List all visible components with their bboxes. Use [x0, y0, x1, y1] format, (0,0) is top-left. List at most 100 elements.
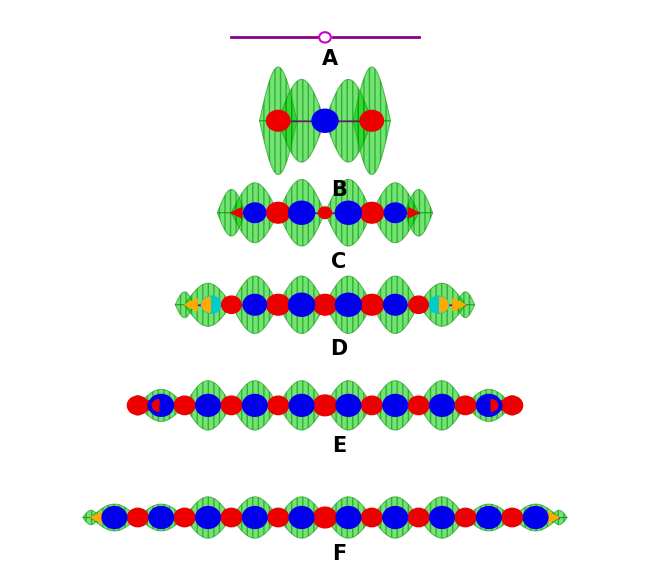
Polygon shape — [353, 121, 391, 175]
Polygon shape — [325, 213, 372, 246]
Polygon shape — [217, 213, 246, 236]
Polygon shape — [456, 292, 474, 305]
Polygon shape — [278, 213, 325, 246]
Circle shape — [430, 507, 454, 528]
Polygon shape — [465, 389, 512, 405]
Polygon shape — [176, 305, 194, 317]
Polygon shape — [231, 381, 278, 405]
Polygon shape — [138, 400, 148, 411]
Circle shape — [455, 396, 476, 415]
Circle shape — [242, 394, 267, 416]
Polygon shape — [372, 276, 419, 305]
Circle shape — [360, 202, 384, 223]
Polygon shape — [231, 213, 278, 243]
Polygon shape — [465, 504, 512, 518]
Circle shape — [383, 394, 408, 416]
Polygon shape — [83, 518, 99, 525]
Polygon shape — [278, 497, 325, 518]
Polygon shape — [83, 510, 99, 518]
Text: B: B — [331, 181, 347, 200]
Polygon shape — [512, 518, 559, 531]
Circle shape — [149, 507, 174, 528]
Circle shape — [480, 510, 497, 525]
Polygon shape — [138, 405, 185, 421]
Polygon shape — [138, 518, 185, 531]
Polygon shape — [512, 504, 559, 518]
Circle shape — [336, 507, 361, 528]
Circle shape — [289, 201, 315, 224]
Circle shape — [384, 203, 406, 223]
Circle shape — [523, 507, 548, 528]
Polygon shape — [278, 305, 325, 333]
Polygon shape — [372, 305, 419, 333]
Circle shape — [335, 293, 361, 316]
Circle shape — [336, 394, 361, 416]
Polygon shape — [325, 121, 372, 162]
Circle shape — [360, 110, 384, 131]
Text: E: E — [332, 436, 346, 456]
Circle shape — [127, 396, 148, 415]
Circle shape — [266, 110, 290, 131]
Polygon shape — [278, 405, 325, 430]
Polygon shape — [185, 518, 231, 538]
Polygon shape — [91, 518, 138, 531]
Polygon shape — [465, 518, 512, 531]
Polygon shape — [465, 405, 512, 421]
Polygon shape — [372, 114, 380, 128]
Circle shape — [502, 396, 523, 415]
Circle shape — [383, 507, 408, 528]
Circle shape — [312, 109, 338, 132]
Circle shape — [268, 508, 289, 527]
Circle shape — [102, 507, 127, 528]
Polygon shape — [231, 208, 242, 218]
Circle shape — [289, 293, 315, 316]
Polygon shape — [278, 276, 325, 305]
Polygon shape — [259, 67, 297, 121]
Polygon shape — [439, 297, 448, 312]
Circle shape — [174, 508, 195, 527]
Circle shape — [335, 201, 361, 224]
Polygon shape — [491, 400, 498, 411]
Circle shape — [221, 396, 242, 415]
Polygon shape — [231, 518, 278, 538]
Polygon shape — [536, 510, 544, 525]
Polygon shape — [372, 405, 419, 430]
Polygon shape — [185, 283, 231, 305]
Polygon shape — [503, 405, 521, 415]
Circle shape — [318, 207, 332, 218]
Polygon shape — [106, 510, 114, 525]
Polygon shape — [503, 396, 521, 405]
Circle shape — [408, 508, 429, 527]
Circle shape — [153, 510, 170, 525]
Circle shape — [504, 511, 520, 524]
Polygon shape — [325, 405, 372, 430]
Polygon shape — [404, 189, 433, 213]
Polygon shape — [185, 497, 231, 518]
Polygon shape — [408, 208, 419, 218]
Polygon shape — [372, 497, 419, 518]
Circle shape — [409, 296, 428, 313]
Polygon shape — [202, 297, 211, 312]
Polygon shape — [231, 405, 278, 430]
Polygon shape — [419, 497, 465, 518]
Polygon shape — [372, 381, 419, 405]
Circle shape — [266, 294, 290, 315]
Text: A: A — [322, 49, 338, 69]
Circle shape — [502, 508, 523, 527]
Polygon shape — [502, 400, 512, 411]
Polygon shape — [138, 389, 185, 405]
Circle shape — [313, 294, 337, 315]
Polygon shape — [551, 518, 567, 525]
Polygon shape — [551, 510, 567, 518]
Polygon shape — [91, 504, 138, 518]
Polygon shape — [404, 213, 433, 236]
Circle shape — [244, 203, 266, 223]
Polygon shape — [419, 305, 465, 326]
Circle shape — [127, 508, 148, 527]
Polygon shape — [138, 504, 185, 518]
Circle shape — [221, 508, 242, 527]
Circle shape — [268, 396, 289, 415]
Circle shape — [485, 398, 502, 413]
Circle shape — [243, 294, 266, 315]
Polygon shape — [270, 114, 278, 128]
